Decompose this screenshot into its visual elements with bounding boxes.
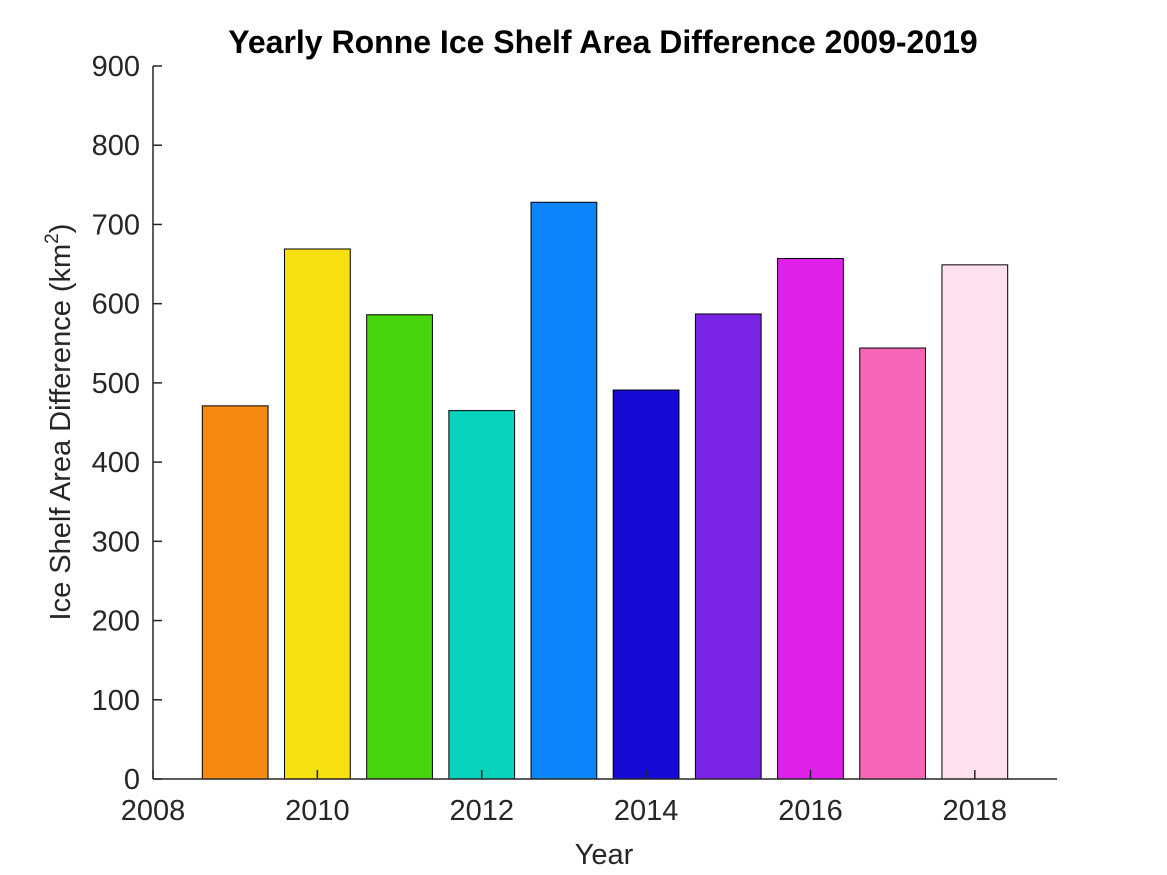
bar-2015	[694, 313, 762, 780]
y-axis-label: Ice Shelf Area Difference (km2)	[42, 224, 77, 621]
y-axis-label-main: Ice Shelf Area Difference (km	[45, 244, 77, 621]
x-tick-label-2012: 2012	[449, 795, 514, 827]
y-tick-label-200: 200	[92, 606, 140, 638]
x-axis-label: Year	[575, 839, 634, 871]
bar-2018	[941, 264, 1009, 780]
y-tick-label-700: 700	[92, 209, 140, 241]
bar-2010	[283, 248, 351, 780]
bar-2017	[859, 347, 927, 780]
bar-2009	[201, 405, 269, 780]
x-tick-label-2010: 2010	[285, 795, 350, 827]
bar-2012	[448, 410, 516, 780]
y-tick-label-600: 600	[92, 289, 140, 321]
bar-2014	[612, 389, 680, 780]
bar-2016	[777, 258, 844, 780]
y-axis-label-superscript: 2	[42, 233, 63, 244]
y-ticks-group: 0 100 200 300 400 500 600 700 800 900	[92, 51, 162, 796]
y-tick-label-800: 800	[92, 130, 140, 162]
y-tick-label-900: 900	[92, 51, 140, 83]
x-tick-label-2018: 2018	[943, 795, 1008, 827]
y-axis-label-suffix: )	[45, 224, 77, 234]
y-tick-label-500: 500	[92, 368, 140, 400]
bars-group	[201, 201, 1009, 780]
y-tick-label-100: 100	[92, 685, 140, 717]
y-tick-label-0: 0	[124, 764, 140, 796]
y-tick-label-300: 300	[92, 526, 140, 558]
x-tick-label-2008: 2008	[121, 795, 186, 827]
x-tick-label-2014: 2014	[614, 795, 679, 827]
y-tick-label-400: 400	[92, 447, 140, 479]
x-tick-label-2016: 2016	[778, 795, 843, 827]
x-ticks-group: 2008 2010 2012 2014 2016 2018	[121, 770, 1007, 827]
bar-2011	[366, 314, 433, 780]
chart-title: Yearly Ronne Ice Shelf Area Difference 2…	[228, 24, 977, 60]
bar-2013	[530, 201, 598, 780]
